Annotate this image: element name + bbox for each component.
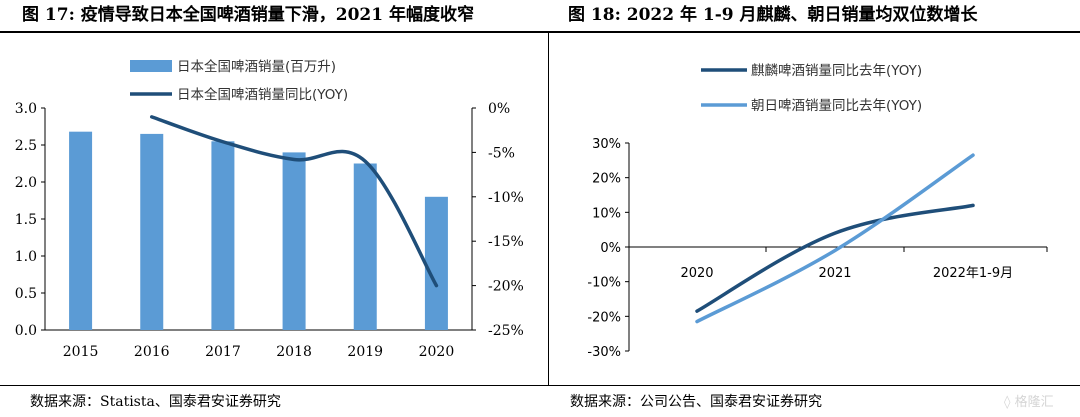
left-source-note: 数据来源：Statista、国泰君安证券研究 [30, 394, 281, 410]
bar-2020 [424, 196, 448, 330]
legend-kirin-label: 麒麟啤酒销量同比去年(YOY) [751, 63, 922, 79]
bar-2017 [211, 141, 235, 330]
xtick-label-2016: 2016 [134, 344, 170, 360]
left-ytick-label: 0.5 [15, 286, 37, 302]
legend-bar-label: 日本全国啤酒销量(百万升) [177, 58, 336, 75]
left-ytick-label: 1.0 [15, 249, 37, 265]
bottom-rule [0, 385, 1080, 386]
right-figure-title: 图 18: 2022 年 1-9 月麒麟、朝日销量均双位数增长 [568, 5, 978, 25]
ytick-label: -20% [587, 310, 621, 325]
bar-2015 [69, 131, 93, 330]
ytick-label: -30% [587, 345, 621, 360]
xtick-label-2019: 2019 [347, 344, 383, 360]
xtick-label-2018: 2018 [276, 344, 312, 360]
xtick-label-2015: 2015 [63, 344, 99, 360]
right-chart: -30% -20% -10% 0% 10% 20% 30% 2020 2021 2022年1-9… [587, 63, 1048, 360]
right-ytick-label: -25% [488, 323, 524, 339]
right-ytick-label: -10% [488, 190, 524, 206]
left-chart: 0.0 0.5 1.0 1.5 2.0 2.5 3.0 -25% -20% -15% -10% -5… [15, 58, 524, 360]
bar-2018 [282, 152, 306, 330]
panel-divider [548, 32, 549, 385]
left-ytick-label: 2.0 [15, 175, 37, 191]
right-ytick-label: 0% [488, 101, 510, 117]
xtick-label: 2022年1-9月 [933, 266, 1013, 281]
bar-2019 [353, 163, 377, 330]
ytick-label: 0% [600, 241, 621, 256]
asahi-yoy-line [695, 153, 975, 324]
right-ytick-label: -5% [488, 145, 515, 161]
legend-line-label: 日本全国啤酒销量同比(YOY) [177, 86, 348, 103]
kirin-yoy-line [695, 203, 975, 313]
legend-bar-swatch [130, 60, 172, 72]
right-ytick-label: -15% [488, 234, 524, 250]
top-rule [0, 31, 1080, 33]
left-ytick-label: 3.0 [15, 101, 37, 117]
left-ytick-label: 1.5 [15, 212, 37, 228]
legend-asahi-label: 朝日啤酒销量同比去年(YOY) [751, 98, 922, 114]
bar-2016 [140, 133, 164, 330]
xtick-label-2017: 2017 [205, 344, 241, 360]
left-ytick-label: 0.0 [15, 323, 37, 339]
ytick-label: 10% [592, 206, 621, 221]
watermark-logo: ◊ 格隆汇 [1004, 391, 1076, 411]
ytick-label: -10% [587, 276, 621, 291]
xtick-label: 2021 [818, 266, 851, 281]
watermark-text: 格隆汇 [1014, 395, 1054, 410]
watermark-icon: ◊ [1004, 395, 1011, 410]
left-figure-title: 图 17: 疫情导致日本全国啤酒销量下滑，2021 年幅度收窄 [22, 5, 475, 25]
left-ytick-label: 2.5 [15, 138, 37, 154]
right-source-note: 数据来源：公司公告、国泰君安证券研究 [570, 394, 822, 410]
ytick-label: 20% [592, 172, 621, 187]
xtick-label-2020: 2020 [419, 344, 455, 360]
ytick-label: 30% [592, 137, 621, 152]
right-ytick-label: -20% [488, 279, 524, 295]
yoy-line [150, 115, 439, 288]
xtick-label: 2020 [680, 266, 713, 281]
